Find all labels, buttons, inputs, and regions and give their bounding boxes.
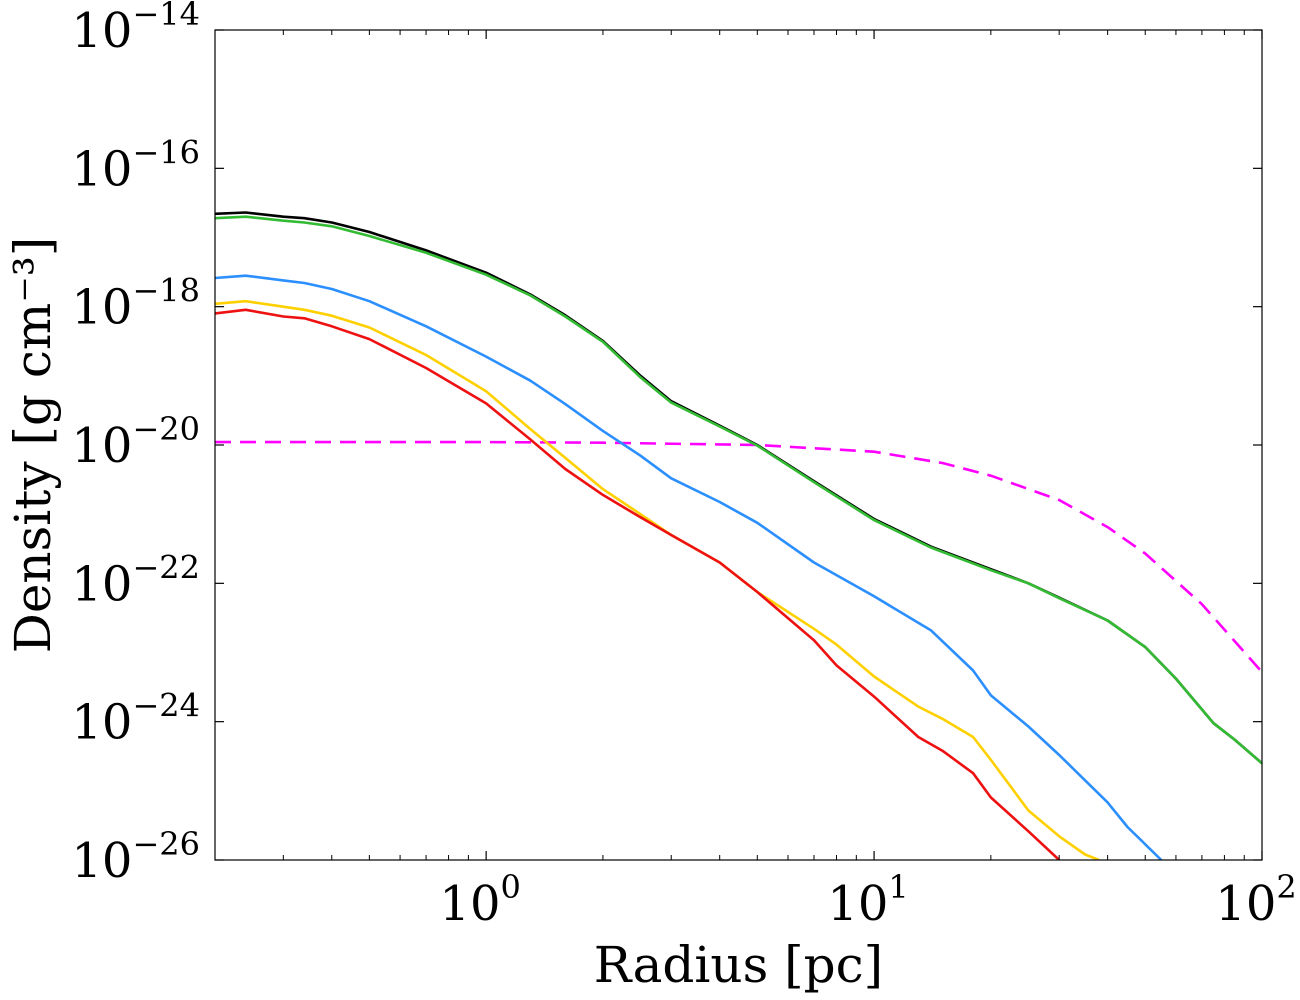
series-line-1 <box>215 440 1262 673</box>
x-tick-label: 101 <box>827 868 908 932</box>
y-tick-label: 10−14 <box>71 0 200 59</box>
y-tick-label: 10−18 <box>71 272 200 336</box>
x-tick-label: 100 <box>439 868 520 932</box>
series-line-3 <box>215 215 1262 765</box>
series-line-4 <box>215 274 1163 860</box>
y-tick-label: 10−20 <box>71 410 200 474</box>
y-tick-label: 10−26 <box>71 825 200 889</box>
y-tick-label: 10−24 <box>71 687 200 751</box>
x-tick-label: 102 <box>1215 868 1296 932</box>
series-line-5 <box>215 299 1100 860</box>
ticks-layer: 100 101 102 10−26 10−24 10−22 10−20 10−18 10−16 1… <box>71 0 1296 932</box>
series-line-6 <box>215 308 1061 860</box>
y-axis-label: Density [g cm⁻³] <box>4 237 62 654</box>
plot-frame <box>214 29 1263 861</box>
x-axis-label: Radius [pc] <box>594 936 883 994</box>
series-layer <box>215 211 1262 860</box>
y-tick-label: 10−16 <box>71 133 200 197</box>
series-line-2 <box>215 211 1262 765</box>
y-tick-label: 10−22 <box>71 548 200 612</box>
